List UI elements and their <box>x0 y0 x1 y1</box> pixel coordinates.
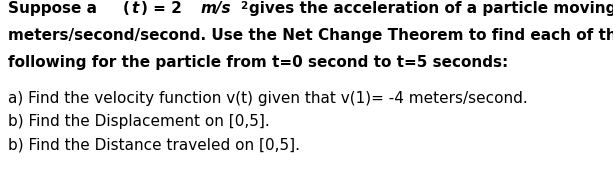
Text: (: ( <box>123 1 130 16</box>
Text: following for the particle from t=0 second to t=5 seconds:: following for the particle from t=0 seco… <box>8 55 508 70</box>
Text: meters/second/second. Use the Net Change Theorem to find each of the: meters/second/second. Use the Net Change… <box>8 28 613 43</box>
Text: b) Find the Displacement on [0,5].: b) Find the Displacement on [0,5]. <box>8 114 270 129</box>
Text: a) Find the velocity function v(t) given that v(1)= -4 meters/second.: a) Find the velocity function v(t) given… <box>8 91 528 106</box>
Text: b) Find the Distance traveled on [0,5].: b) Find the Distance traveled on [0,5]. <box>8 137 300 152</box>
Text: 2: 2 <box>240 1 248 11</box>
Text: gives the acceleration of a particle moving along a line in: gives the acceleration of a particle mov… <box>249 1 613 16</box>
Text: ) = 2: ) = 2 <box>141 1 187 16</box>
Text: Suppose a: Suppose a <box>8 1 97 16</box>
Text: t: t <box>132 1 139 16</box>
Text: m/s: m/s <box>200 1 231 16</box>
